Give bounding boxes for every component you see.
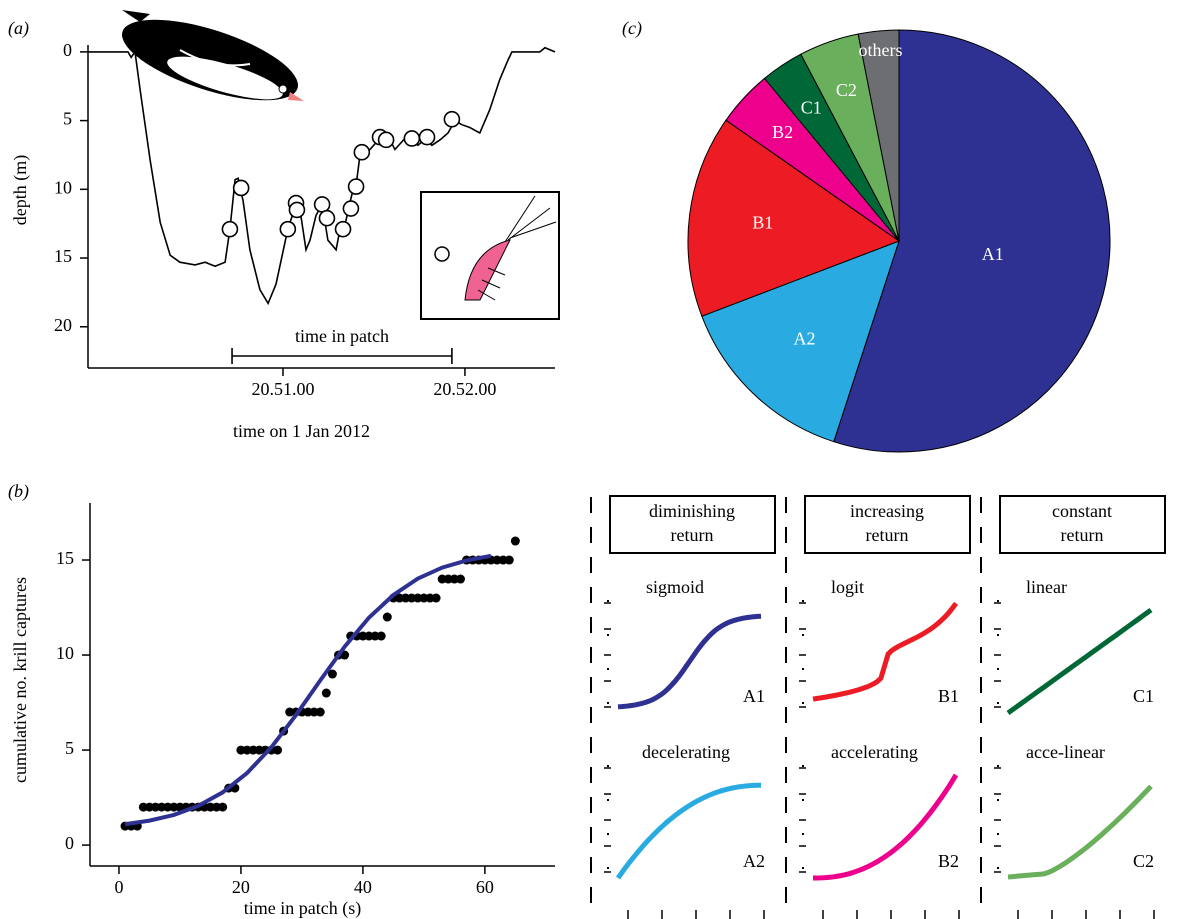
y-tick-label: 5 <box>65 738 74 758</box>
x-tick-label: 20 <box>232 877 250 897</box>
capture-dot <box>218 802 228 812</box>
capture-dot <box>504 555 514 565</box>
pie-label: B1 <box>752 212 773 232</box>
capture-point <box>403 130 421 147</box>
column-header: diminishing <box>649 501 735 521</box>
model-name: linear <box>1026 577 1067 597</box>
capture-point <box>221 220 239 238</box>
model-curve <box>617 613 762 710</box>
capture-point <box>443 110 461 128</box>
capture-dot <box>315 707 325 717</box>
pie-slice <box>833 29 1111 453</box>
header-box <box>804 495 971 554</box>
column-header: constant <box>1052 501 1112 521</box>
capture-dot <box>273 745 283 755</box>
model-code: B1 <box>938 686 959 706</box>
capture-dot <box>376 631 386 641</box>
pie-label: C1 <box>801 97 822 117</box>
model-code: C1 <box>1133 686 1154 706</box>
pie-slice <box>701 240 900 443</box>
model-name: logit <box>831 577 864 597</box>
x-axis-label: time on 1 Jan 2012 <box>233 421 370 441</box>
krill-inset <box>420 191 560 320</box>
x-tick-label: 20.52.00 <box>433 379 496 399</box>
model-curve <box>813 773 959 881</box>
annotation: time in patch <box>295 326 389 346</box>
capture-dot <box>327 669 337 679</box>
pie-label: C2 <box>836 80 857 100</box>
model-name: acce-linear <box>1026 742 1105 762</box>
capture-dot <box>382 612 392 622</box>
pie-slice <box>687 119 901 317</box>
pie-label: B2 <box>772 122 793 142</box>
capture-point <box>318 209 336 227</box>
model-code: B2 <box>938 851 959 871</box>
y-axis-label: cumulative no. krill captures <box>10 577 30 783</box>
x-tick-label: 0 <box>114 877 123 897</box>
capture-dot <box>321 688 331 698</box>
capture-point <box>347 178 365 195</box>
capture-point <box>418 128 436 146</box>
panel-label: (a) <box>8 18 29 39</box>
capture-point <box>377 131 395 149</box>
capture-dot <box>431 593 441 603</box>
column-header: increasing <box>850 501 924 521</box>
capture-dot <box>510 536 520 546</box>
header-box <box>999 495 1166 554</box>
fit-curve <box>124 553 492 827</box>
y-tick-label: 10 <box>56 643 74 663</box>
pie-slice <box>857 29 900 242</box>
pie-label: A1 <box>982 244 1004 264</box>
pie-label: others <box>859 40 903 60</box>
model-curve <box>812 601 959 702</box>
y-tick-label: 5 <box>63 109 72 129</box>
pie-label: A2 <box>793 329 815 349</box>
capture-point <box>353 143 371 161</box>
x-axis-label: time in patch (s) <box>244 898 361 919</box>
penguin <box>122 10 304 101</box>
panel-label: (c) <box>622 18 642 39</box>
capture-point <box>313 196 331 213</box>
model-name: sigmoid <box>646 577 704 597</box>
x-tick-label: 60 <box>476 877 494 897</box>
header-box <box>609 495 776 554</box>
capture-point <box>279 220 297 238</box>
model-curve <box>1007 784 1153 880</box>
capture-point <box>288 201 306 219</box>
y-tick-label: 15 <box>54 246 72 266</box>
x-tick-label: 40 <box>354 877 372 897</box>
y-tick-label: 0 <box>65 833 74 853</box>
model-name: decelerating <box>642 742 730 762</box>
model-curve <box>1006 607 1153 716</box>
capture-point <box>342 200 360 217</box>
model-code: A1 <box>743 686 765 706</box>
y-tick-label: 15 <box>56 548 74 568</box>
capture-point <box>334 220 352 238</box>
column-header: return <box>1061 525 1104 545</box>
model-code: A2 <box>743 851 765 871</box>
x-tick-label: 20.51.00 <box>251 379 314 399</box>
y-tick-label: 20 <box>54 315 72 335</box>
capture-dot <box>455 574 465 584</box>
model-curve <box>615 782 761 880</box>
column-header: return <box>866 525 909 545</box>
y-axis-label: depth (m) <box>10 155 31 225</box>
y-tick-label: 0 <box>63 40 72 60</box>
model-code: C2 <box>1133 851 1154 871</box>
panel-label: (b) <box>8 481 29 502</box>
y-tick-label: 10 <box>54 177 72 197</box>
capture-point <box>232 179 250 197</box>
column-header: return <box>671 525 714 545</box>
model-name: accelerating <box>831 742 918 762</box>
